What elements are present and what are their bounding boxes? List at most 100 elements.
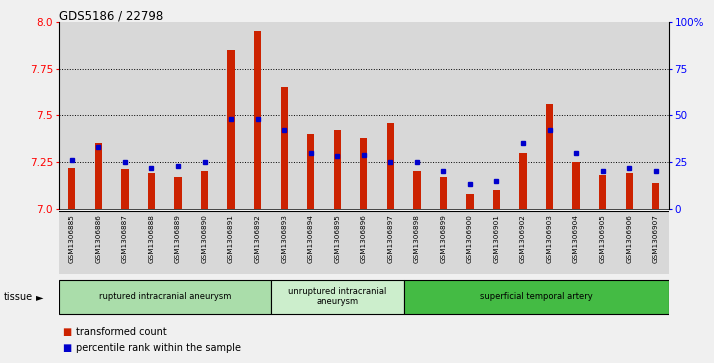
Text: GSM1306888: GSM1306888: [149, 214, 154, 262]
Text: GSM1306901: GSM1306901: [493, 214, 500, 262]
Bar: [457, 22, 483, 209]
Bar: [281, 87, 288, 209]
Bar: [121, 170, 129, 209]
Text: GSM1306889: GSM1306889: [175, 214, 181, 262]
Text: GSM1306899: GSM1306899: [441, 214, 446, 262]
Bar: [298, 22, 324, 209]
Bar: [271, 211, 298, 274]
Text: GSM1306903: GSM1306903: [547, 214, 553, 262]
Bar: [430, 22, 457, 209]
Bar: [244, 22, 271, 209]
Bar: [483, 211, 510, 274]
Text: GSM1306900: GSM1306900: [467, 214, 473, 262]
Bar: [351, 22, 377, 209]
Bar: [165, 22, 191, 209]
Bar: [218, 211, 244, 274]
Text: GSM1306906: GSM1306906: [626, 214, 632, 262]
Bar: [616, 22, 643, 209]
Text: GSM1306891: GSM1306891: [228, 214, 234, 262]
Text: ■: ■: [62, 327, 71, 337]
Bar: [360, 138, 368, 209]
Bar: [563, 22, 589, 209]
Text: GSM1306907: GSM1306907: [653, 214, 659, 262]
Bar: [536, 22, 563, 209]
Bar: [85, 211, 111, 274]
Text: GSM1306898: GSM1306898: [414, 214, 420, 262]
Bar: [85, 22, 111, 209]
Bar: [510, 211, 536, 274]
Bar: [351, 211, 377, 274]
Bar: [589, 22, 616, 209]
Text: GSM1306890: GSM1306890: [201, 214, 208, 262]
Bar: [483, 22, 510, 209]
Text: GSM1306887: GSM1306887: [122, 214, 128, 262]
Text: GSM1306886: GSM1306886: [96, 214, 101, 262]
Bar: [457, 211, 483, 274]
Text: ruptured intracranial aneurysm: ruptured intracranial aneurysm: [99, 292, 231, 301]
Bar: [387, 123, 394, 209]
Bar: [228, 50, 235, 209]
Bar: [59, 22, 85, 209]
Bar: [324, 211, 351, 274]
Bar: [616, 211, 643, 274]
Bar: [324, 22, 351, 209]
Text: percentile rank within the sample: percentile rank within the sample: [76, 343, 241, 354]
Text: unruptured intracranial
aneurysm: unruptured intracranial aneurysm: [288, 287, 386, 306]
Bar: [403, 22, 430, 209]
Bar: [201, 171, 208, 209]
Bar: [298, 211, 324, 274]
Text: transformed count: transformed count: [76, 327, 167, 337]
Bar: [139, 22, 165, 209]
Text: ■: ■: [62, 343, 71, 354]
Bar: [271, 280, 403, 314]
Text: ►: ►: [36, 292, 44, 302]
Bar: [111, 211, 139, 274]
Text: tissue: tissue: [4, 292, 33, 302]
Bar: [377, 22, 403, 209]
Bar: [111, 22, 139, 209]
Text: GSM1306892: GSM1306892: [255, 214, 261, 262]
Bar: [191, 22, 218, 209]
Bar: [333, 130, 341, 209]
Bar: [218, 22, 244, 209]
Text: GSM1306904: GSM1306904: [573, 214, 579, 262]
Bar: [589, 211, 616, 274]
Bar: [68, 168, 76, 209]
Bar: [643, 22, 669, 209]
Text: GDS5186 / 22798: GDS5186 / 22798: [59, 9, 163, 22]
Bar: [95, 143, 102, 209]
Bar: [59, 211, 85, 274]
Bar: [139, 211, 165, 274]
Text: superficial temporal artery: superficial temporal artery: [480, 292, 593, 301]
Bar: [403, 280, 669, 314]
Bar: [271, 22, 298, 209]
Bar: [148, 173, 155, 209]
Bar: [254, 31, 261, 209]
Text: GSM1306902: GSM1306902: [520, 214, 526, 262]
Bar: [519, 152, 527, 209]
Bar: [307, 134, 314, 209]
Text: GSM1306885: GSM1306885: [69, 214, 75, 262]
Text: GSM1306896: GSM1306896: [361, 214, 367, 262]
Bar: [403, 211, 430, 274]
Bar: [413, 171, 421, 209]
Bar: [652, 183, 660, 209]
Text: GSM1306894: GSM1306894: [308, 214, 313, 262]
Text: GSM1306897: GSM1306897: [387, 214, 393, 262]
Bar: [59, 280, 271, 314]
Text: GSM1306893: GSM1306893: [281, 214, 287, 262]
Bar: [625, 173, 633, 209]
Bar: [599, 175, 606, 209]
Bar: [377, 211, 403, 274]
Bar: [510, 22, 536, 209]
Bar: [546, 104, 553, 209]
Bar: [440, 177, 447, 209]
Bar: [563, 211, 589, 274]
Bar: [643, 211, 669, 274]
Bar: [536, 211, 563, 274]
Bar: [430, 211, 457, 274]
Bar: [165, 211, 191, 274]
Bar: [573, 162, 580, 209]
Bar: [244, 211, 271, 274]
Text: GSM1306895: GSM1306895: [334, 214, 341, 262]
